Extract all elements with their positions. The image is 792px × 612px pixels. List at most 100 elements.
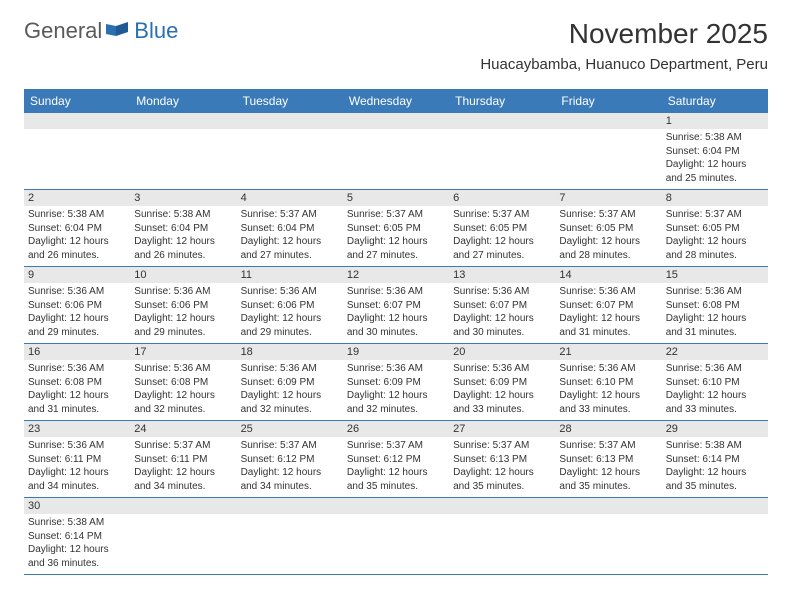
week-content-row: Sunrise: 5:36 AMSunset: 6:08 PMDaylight:… bbox=[24, 360, 768, 421]
sunrise-line: Sunrise: 5:37 AM bbox=[134, 439, 232, 453]
sunrise-line: Sunrise: 5:36 AM bbox=[28, 362, 126, 376]
day-number: 5 bbox=[343, 190, 449, 207]
empty-day-number bbox=[237, 498, 343, 515]
daylight-line: Daylight: 12 hours and 35 minutes. bbox=[347, 466, 445, 493]
sunrise-line: Sunrise: 5:37 AM bbox=[559, 439, 657, 453]
sunrise-line: Sunrise: 5:36 AM bbox=[347, 362, 445, 376]
day-number-row: 2345678 bbox=[24, 190, 768, 207]
day-cell: Sunrise: 5:36 AMSunset: 6:11 PMDaylight:… bbox=[24, 437, 130, 498]
daylight-line: Daylight: 12 hours and 35 minutes. bbox=[559, 466, 657, 493]
sunset-line: Sunset: 6:04 PM bbox=[134, 222, 232, 236]
daylight-line: Daylight: 12 hours and 33 minutes. bbox=[666, 389, 764, 416]
daylight-line: Daylight: 12 hours and 34 minutes. bbox=[134, 466, 232, 493]
day-cell: Sunrise: 5:36 AMSunset: 6:06 PMDaylight:… bbox=[237, 283, 343, 344]
sunrise-line: Sunrise: 5:38 AM bbox=[666, 131, 764, 145]
logo-text-2: Blue bbox=[134, 18, 178, 44]
sunset-line: Sunset: 6:12 PM bbox=[241, 453, 339, 467]
empty-day-number bbox=[24, 113, 130, 129]
day-number: 13 bbox=[449, 267, 555, 284]
empty-day-cell bbox=[555, 129, 661, 190]
daylight-line: Daylight: 12 hours and 31 minutes. bbox=[666, 312, 764, 339]
empty-day-number bbox=[449, 498, 555, 515]
sunset-line: Sunset: 6:05 PM bbox=[347, 222, 445, 236]
sunrise-line: Sunrise: 5:37 AM bbox=[453, 208, 551, 222]
sunrise-line: Sunrise: 5:36 AM bbox=[559, 285, 657, 299]
sunset-line: Sunset: 6:05 PM bbox=[559, 222, 657, 236]
sunrise-line: Sunrise: 5:37 AM bbox=[453, 439, 551, 453]
sunset-line: Sunset: 6:08 PM bbox=[134, 376, 232, 390]
sunrise-line: Sunrise: 5:36 AM bbox=[134, 285, 232, 299]
daylight-line: Daylight: 12 hours and 25 minutes. bbox=[666, 158, 764, 185]
day-number: 28 bbox=[555, 421, 661, 438]
empty-day-number bbox=[343, 498, 449, 515]
sunrise-line: Sunrise: 5:36 AM bbox=[666, 362, 764, 376]
daylight-line: Daylight: 12 hours and 30 minutes. bbox=[453, 312, 551, 339]
day-cell: Sunrise: 5:36 AMSunset: 6:07 PMDaylight:… bbox=[555, 283, 661, 344]
daylight-line: Daylight: 12 hours and 29 minutes. bbox=[241, 312, 339, 339]
daylight-line: Daylight: 12 hours and 34 minutes. bbox=[241, 466, 339, 493]
title-block: November 2025 Huacaybamba, Huanuco Depar… bbox=[480, 18, 768, 73]
day-cell: Sunrise: 5:36 AMSunset: 6:09 PMDaylight:… bbox=[237, 360, 343, 421]
empty-day-cell bbox=[24, 129, 130, 190]
day-number: 14 bbox=[555, 267, 661, 284]
empty-day-number bbox=[662, 498, 768, 515]
header-thursday: Thursday bbox=[449, 89, 555, 113]
daylight-line: Daylight: 12 hours and 33 minutes. bbox=[559, 389, 657, 416]
day-number: 27 bbox=[449, 421, 555, 438]
day-cell: Sunrise: 5:37 AMSunset: 6:05 PMDaylight:… bbox=[449, 206, 555, 267]
day-number-row: 30 bbox=[24, 498, 768, 515]
day-cell: Sunrise: 5:36 AMSunset: 6:10 PMDaylight:… bbox=[555, 360, 661, 421]
day-number: 22 bbox=[662, 344, 768, 361]
sunrise-line: Sunrise: 5:36 AM bbox=[28, 439, 126, 453]
sunset-line: Sunset: 6:05 PM bbox=[666, 222, 764, 236]
daylight-line: Daylight: 12 hours and 30 minutes. bbox=[347, 312, 445, 339]
week-content-row: Sunrise: 5:38 AMSunset: 6:14 PMDaylight:… bbox=[24, 514, 768, 575]
sunrise-line: Sunrise: 5:36 AM bbox=[666, 285, 764, 299]
header-saturday: Saturday bbox=[662, 89, 768, 113]
day-cell: Sunrise: 5:37 AMSunset: 6:11 PMDaylight:… bbox=[130, 437, 236, 498]
day-number: 23 bbox=[24, 421, 130, 438]
day-header-row: Sunday Monday Tuesday Wednesday Thursday… bbox=[24, 89, 768, 113]
daylight-line: Daylight: 12 hours and 32 minutes. bbox=[347, 389, 445, 416]
sunset-line: Sunset: 6:04 PM bbox=[666, 145, 764, 159]
daylight-line: Daylight: 12 hours and 34 minutes. bbox=[28, 466, 126, 493]
sunset-line: Sunset: 6:07 PM bbox=[347, 299, 445, 313]
day-number: 2 bbox=[24, 190, 130, 207]
sunset-line: Sunset: 6:06 PM bbox=[28, 299, 126, 313]
day-number-row: 9101112131415 bbox=[24, 267, 768, 284]
day-cell: Sunrise: 5:36 AMSunset: 6:06 PMDaylight:… bbox=[130, 283, 236, 344]
empty-day-cell bbox=[662, 514, 768, 575]
day-number: 9 bbox=[24, 267, 130, 284]
day-number: 19 bbox=[343, 344, 449, 361]
day-cell: Sunrise: 5:37 AMSunset: 6:04 PMDaylight:… bbox=[237, 206, 343, 267]
flag-icon bbox=[106, 18, 130, 44]
header-wednesday: Wednesday bbox=[343, 89, 449, 113]
daylight-line: Daylight: 12 hours and 36 minutes. bbox=[28, 543, 126, 570]
day-cell: Sunrise: 5:36 AMSunset: 6:08 PMDaylight:… bbox=[662, 283, 768, 344]
week-content-row: Sunrise: 5:38 AMSunset: 6:04 PMDaylight:… bbox=[24, 206, 768, 267]
logo-text-1: General bbox=[24, 18, 102, 44]
day-cell: Sunrise: 5:36 AMSunset: 6:08 PMDaylight:… bbox=[24, 360, 130, 421]
week-content-row: Sunrise: 5:36 AMSunset: 6:11 PMDaylight:… bbox=[24, 437, 768, 498]
day-cell: Sunrise: 5:37 AMSunset: 6:13 PMDaylight:… bbox=[555, 437, 661, 498]
sunset-line: Sunset: 6:12 PM bbox=[347, 453, 445, 467]
empty-day-number bbox=[343, 113, 449, 129]
day-cell: Sunrise: 5:38 AMSunset: 6:04 PMDaylight:… bbox=[130, 206, 236, 267]
sunset-line: Sunset: 6:04 PM bbox=[28, 222, 126, 236]
week-content-row: Sunrise: 5:36 AM Sunset: 6:06 PM Daylight:… bbox=[24, 283, 768, 344]
header-friday: Friday bbox=[555, 89, 661, 113]
daylight-line: Daylight: 12 hours and 32 minutes. bbox=[241, 389, 339, 416]
day-number: 30 bbox=[24, 498, 130, 515]
empty-day-number bbox=[449, 113, 555, 129]
sunrise-line: Sunrise: 5:37 AM bbox=[347, 208, 445, 222]
daylight-line: Daylight: 12 hours and 27 minutes. bbox=[241, 235, 339, 262]
sunset-line: Sunset: 6:08 PM bbox=[28, 376, 126, 390]
daylight-line: Daylight: 12 hours and 35 minutes. bbox=[453, 466, 551, 493]
sunrise-line: Sunrise: 5:38 AM bbox=[666, 439, 764, 453]
day-number: 15 bbox=[662, 267, 768, 284]
daylight-line: Daylight: 12 hours and 26 minutes. bbox=[134, 235, 232, 262]
day-number: 18 bbox=[237, 344, 343, 361]
day-number: 12 bbox=[343, 267, 449, 284]
daylight-line: Daylight: 12 hours and 27 minutes. bbox=[347, 235, 445, 262]
sunrise-line: Sunrise: 5:37 AM bbox=[666, 208, 764, 222]
